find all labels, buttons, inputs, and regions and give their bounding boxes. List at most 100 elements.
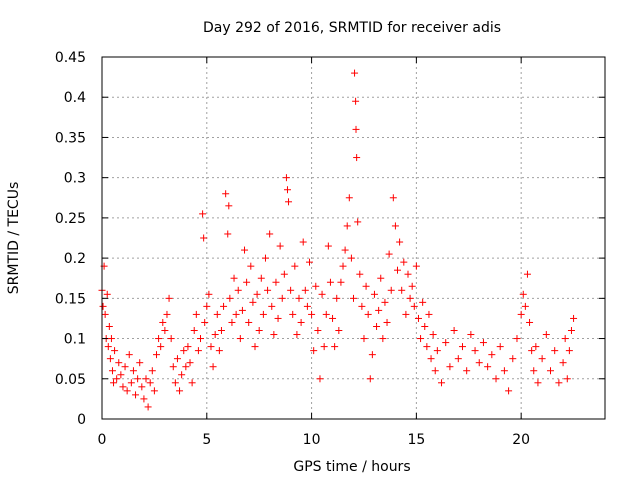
- x-tick-label: 10: [303, 432, 321, 448]
- data-point: [226, 294, 234, 302]
- data-point: [228, 318, 236, 326]
- data-point: [161, 327, 169, 335]
- data-point: [234, 286, 242, 294]
- data-point: [423, 343, 431, 351]
- data-point: [205, 290, 213, 298]
- data-point: [492, 375, 500, 383]
- data-point: [209, 363, 217, 371]
- x-tick-label: 20: [512, 432, 530, 448]
- data-point: [329, 314, 337, 322]
- data-point: [215, 347, 223, 355]
- data-point: [450, 327, 458, 335]
- data-point: [194, 347, 202, 355]
- data-point: [484, 363, 492, 371]
- data-point: [567, 327, 575, 335]
- data-point: [534, 379, 542, 387]
- data-point: [123, 387, 131, 395]
- data-point: [211, 331, 219, 339]
- data-point: [394, 266, 402, 274]
- data-point: [389, 194, 397, 202]
- data-point: [152, 351, 160, 359]
- data-point: [429, 331, 437, 339]
- data-point: [190, 327, 198, 335]
- data-point: [341, 246, 349, 254]
- plot-area: [102, 57, 605, 419]
- data-point: [165, 294, 173, 302]
- data-point: [274, 314, 282, 322]
- data-point: [104, 343, 112, 351]
- data-point: [136, 359, 144, 367]
- data-point: [467, 331, 475, 339]
- data-point: [127, 379, 135, 387]
- data-point: [295, 294, 303, 302]
- data-point: [132, 391, 140, 399]
- data-point: [230, 274, 238, 282]
- data-point: [103, 290, 111, 298]
- data-point: [247, 262, 255, 270]
- data-point: [402, 310, 410, 318]
- data-point: [259, 310, 267, 318]
- data-point: [419, 298, 427, 306]
- data-point: [108, 367, 116, 375]
- data-point: [431, 367, 439, 375]
- data-point: [291, 262, 299, 270]
- data-point: [513, 335, 521, 343]
- data-point: [285, 198, 293, 206]
- data-point: [264, 286, 272, 294]
- data-point: [360, 335, 368, 343]
- data-point: [138, 383, 146, 391]
- data-point: [280, 270, 288, 278]
- data-point: [203, 302, 211, 310]
- data-point: [253, 290, 261, 298]
- data-point: [117, 371, 125, 379]
- data-point: [173, 355, 181, 363]
- data-point: [385, 250, 393, 258]
- data-point: [320, 343, 328, 351]
- data-point: [146, 379, 154, 387]
- x-axis-label: GPS time / hours: [293, 459, 410, 475]
- y-tick-label: 0.25: [55, 211, 86, 227]
- data-point: [251, 343, 259, 351]
- data-point: [565, 347, 573, 355]
- data-point: [488, 351, 496, 359]
- data-point: [255, 327, 263, 335]
- data-point: [353, 154, 361, 162]
- data-point: [101, 310, 109, 318]
- data-point: [266, 230, 274, 238]
- data-point: [119, 383, 127, 391]
- data-point: [106, 355, 114, 363]
- data-point: [312, 282, 320, 290]
- data-point: [547, 367, 555, 375]
- data-point: [245, 318, 253, 326]
- data-point: [377, 274, 385, 282]
- data-point: [398, 286, 406, 294]
- data-point: [347, 254, 355, 262]
- data-point: [322, 310, 330, 318]
- data-point: [220, 302, 228, 310]
- data-point: [551, 347, 559, 355]
- data-point: [517, 310, 525, 318]
- data-point: [379, 335, 387, 343]
- data-point: [180, 347, 188, 355]
- y-tick-label: 0.3: [64, 171, 86, 187]
- data-point: [414, 314, 422, 322]
- data-point: [479, 339, 487, 347]
- data-point: [303, 302, 311, 310]
- data-point: [354, 218, 362, 226]
- data-point: [496, 343, 504, 351]
- data-point: [404, 270, 412, 278]
- x-tick-label: 5: [202, 432, 211, 448]
- data-point: [142, 375, 150, 383]
- data-point: [364, 310, 372, 318]
- data-point: [293, 331, 301, 339]
- data-point: [270, 331, 278, 339]
- y-tick-label: 0.35: [55, 130, 86, 146]
- x-tick-label: 15: [407, 432, 425, 448]
- data-point: [408, 282, 416, 290]
- data-point: [111, 347, 119, 355]
- data-point: [305, 258, 313, 266]
- data-point: [178, 371, 186, 379]
- axis-ticks: 0 5 10 15 20 0 0.05 0.1 0.15 0.2 0.25 0.3 0.35 0.4 0.4…: [55, 50, 605, 448]
- data-point: [343, 222, 351, 230]
